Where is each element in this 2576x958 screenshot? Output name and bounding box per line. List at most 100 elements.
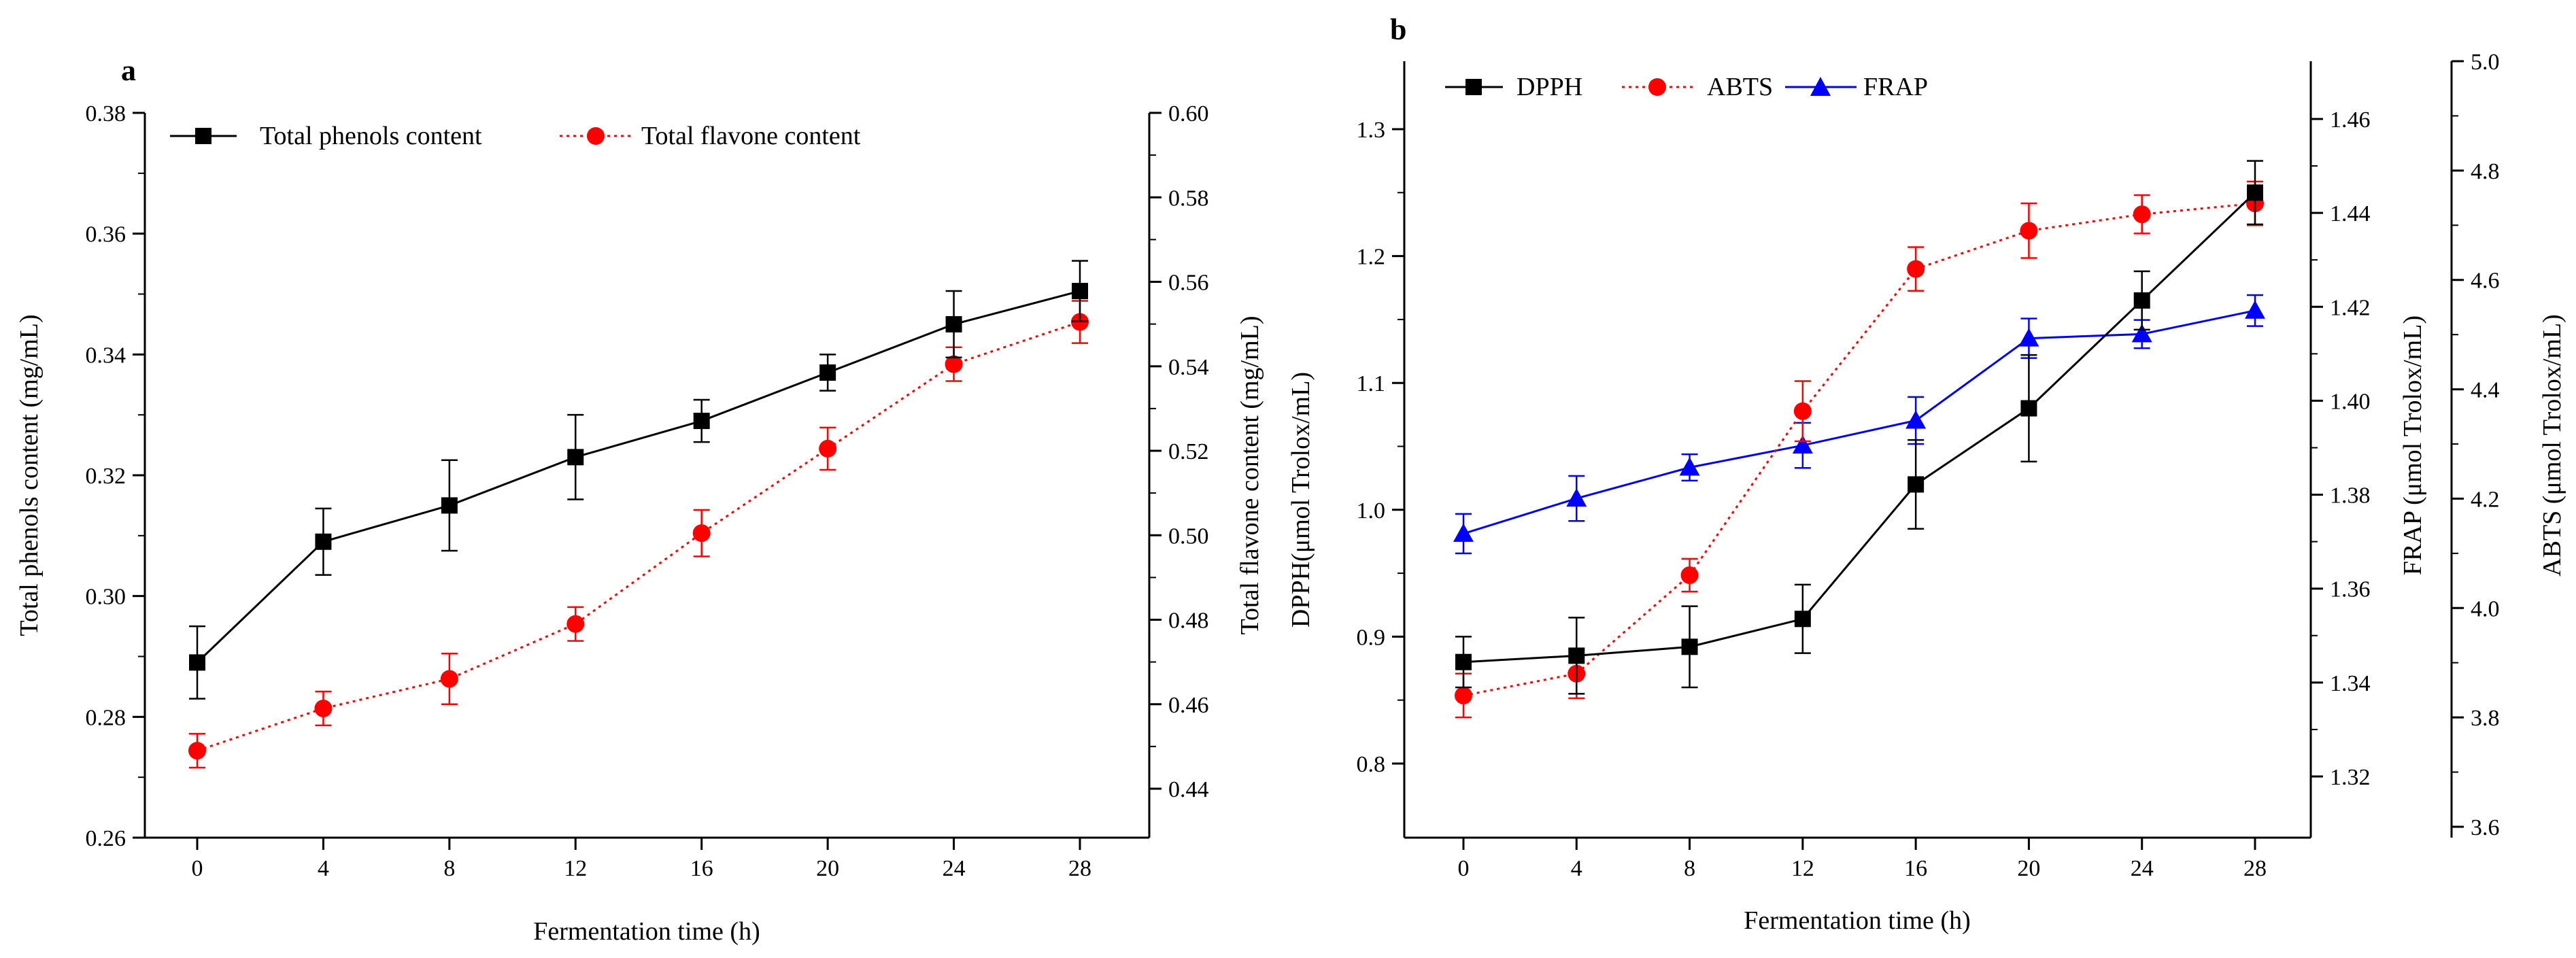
data-point	[1679, 457, 1700, 476]
data-point	[819, 439, 837, 458]
y-tick-label: 0.56	[1168, 271, 1209, 296]
y-tick-label: 1.32	[2330, 765, 2371, 790]
y-tick-label: 1.38	[2330, 483, 2371, 509]
series-line-abts	[1463, 202, 2256, 697]
panel-a-right-ticks: 0.44 0.46 0.48 0.50 0.52 0.54 0.56 0.58 0.60	[1149, 101, 1209, 802]
panel-b-abts-label: ABTS (μmol Trolox/mL)	[2538, 314, 2566, 577]
panel-b-x-label: Fermentation time (h)	[1744, 906, 1970, 935]
panel-b-letter: b	[1390, 13, 1406, 46]
y-tick-label: 4.4	[2471, 378, 2500, 403]
data-point	[1681, 638, 1698, 655]
y-tick-label: 1.3	[1357, 118, 1386, 143]
y-tick-label: 3.6	[2471, 815, 2500, 840]
y-tick-label: 1.34	[2330, 671, 2371, 696]
panel-b-series	[1453, 160, 2265, 719]
data-point	[1793, 402, 1812, 420]
y-tick-label: 0.38	[86, 101, 126, 126]
y-tick-label: 1.2	[1357, 245, 1386, 270]
y-tick-label: 0.9	[1357, 625, 1386, 650]
panel-b-frap-label: FRAP (μmol Trolox/mL)	[2399, 315, 2427, 575]
y-tick-label: 4.2	[2471, 487, 2500, 512]
data-point	[2020, 222, 2038, 240]
y-tick-label: 4.6	[2471, 269, 2500, 294]
y-tick-label: 0.36	[86, 222, 126, 247]
legend-dpph-marker	[1465, 79, 1482, 95]
legend-frap-label: FRAP	[1863, 73, 1928, 101]
data-point	[693, 413, 710, 430]
panel-b-left-ticks: 0.8 0.9 1.0 1.1 1.2 1.3	[1357, 118, 1404, 777]
data-point	[1794, 611, 1811, 628]
panel-b-x-ticks: 0 4 8 12 16 20 24 28	[1458, 838, 2267, 881]
panel-a-right-label: Total flavone content (mg/mL)	[1236, 315, 1264, 634]
data-point	[440, 670, 458, 688]
data-point	[2018, 328, 2039, 347]
y-tick-label: 0.60	[1168, 101, 1209, 126]
x-tick-label: 4	[1571, 856, 1582, 881]
legend-flavone-marker	[587, 127, 605, 145]
legend-frap-marker	[1810, 77, 1831, 96]
x-tick-label: 20	[2017, 856, 2040, 881]
y-tick-label: 1.40	[2330, 389, 2371, 414]
y-tick-label: 0.34	[86, 343, 126, 368]
panel-a-letter: a	[121, 54, 136, 87]
x-tick-label: 0	[1458, 856, 1470, 881]
x-tick-label: 24	[2131, 856, 2154, 881]
x-tick-label: 24	[943, 856, 966, 881]
y-tick-label: 0.8	[1357, 752, 1386, 777]
x-tick-label: 8	[1684, 856, 1695, 881]
data-point	[1568, 647, 1585, 664]
series-line-total-flavone-content	[197, 321, 1081, 752]
panel-a-left-label: Total phenols content (mg/mL)	[15, 314, 44, 636]
data-point	[2020, 400, 2037, 417]
panel-b-frap-ticks: 1.32 1.34 1.36 1.38 1.40 1.42 1.44 1.46	[2311, 107, 2371, 790]
x-tick-label: 4	[318, 856, 329, 881]
y-tick-label: 3.8	[2471, 706, 2500, 731]
x-tick-label: 16	[690, 856, 713, 881]
data-point	[2131, 324, 2152, 343]
x-tick-label: 0	[192, 856, 203, 881]
y-tick-label: 1.36	[2330, 577, 2371, 602]
x-tick-label: 28	[2243, 856, 2267, 881]
x-tick-label: 12	[564, 856, 587, 881]
y-tick-label: 0.26	[86, 826, 126, 851]
y-tick-label: 0.48	[1168, 609, 1209, 634]
panel-a-x-label: Fermentation time (h)	[533, 917, 760, 946]
data-point	[189, 654, 205, 671]
y-tick-label: 0.30	[86, 585, 126, 610]
data-point	[1455, 653, 1472, 670]
y-tick-label: 1.44	[2330, 201, 2371, 226]
data-point	[1905, 410, 1927, 429]
legend-abts-marker	[1648, 78, 1666, 96]
x-tick-label: 12	[1791, 856, 1814, 881]
panel-a-legend: Total phenols content Total flavone cont…	[170, 122, 861, 150]
y-tick-label: 0.58	[1168, 186, 1209, 211]
data-point	[819, 364, 836, 381]
y-tick-label: 5.0	[2471, 50, 2500, 75]
x-tick-label: 28	[1068, 856, 1091, 881]
y-tick-label: 0.32	[86, 464, 126, 489]
y-tick-label: 0.54	[1168, 355, 1209, 380]
y-tick-label: 0.50	[1168, 524, 1209, 549]
data-point	[945, 315, 962, 332]
y-tick-label: 1.1	[1357, 371, 1386, 396]
panel-b-left-label: DPPH(μmol Trolox/mL)	[1287, 372, 1315, 628]
y-tick-label: 0.46	[1168, 693, 1209, 718]
data-point	[1072, 283, 1088, 300]
data-point	[314, 699, 333, 717]
y-tick-label: 0.44	[1168, 777, 1209, 802]
data-point	[1453, 523, 1474, 542]
legend-dpph-label: DPPH	[1516, 73, 1582, 101]
data-point	[1680, 566, 1699, 585]
series-line-frap	[1463, 309, 2256, 535]
data-point	[315, 533, 332, 550]
panel-b: b 0 4 8 12 16 20 24 28 0.80.91.01.11.21.3 1.321…	[1287, 13, 2566, 935]
data-point	[567, 449, 584, 466]
data-point	[2133, 292, 2150, 309]
x-tick-label: 8	[443, 856, 455, 881]
legend-phenols-label: Total phenols content	[260, 122, 482, 150]
data-point	[1908, 476, 1925, 493]
panel-a-series	[188, 260, 1089, 769]
legend-abts-label: ABTS	[1707, 73, 1773, 101]
data-point	[188, 742, 206, 760]
data-point	[692, 524, 711, 543]
